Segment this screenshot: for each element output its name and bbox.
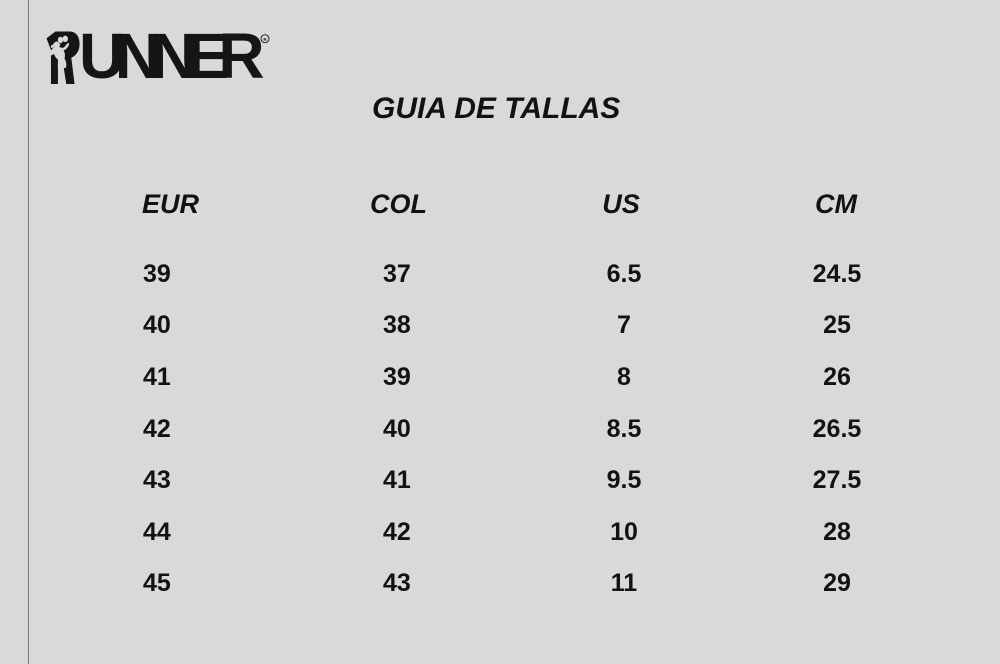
- svg-text:R: R: [263, 37, 267, 42]
- svg-text:UNNER: UNNER: [79, 28, 263, 84]
